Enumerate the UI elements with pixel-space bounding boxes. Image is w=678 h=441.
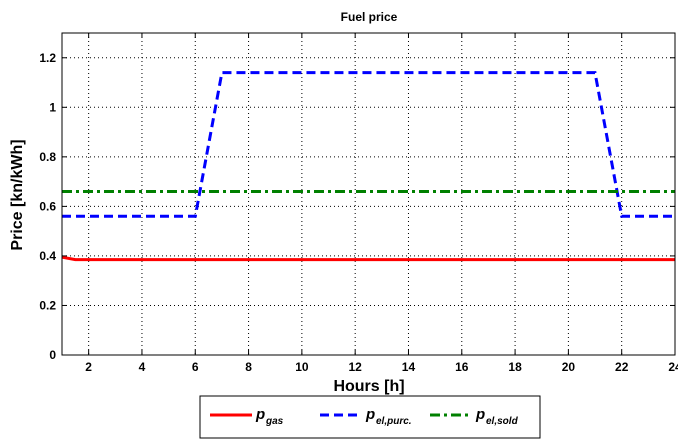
plot-area <box>62 33 675 355</box>
x-tick-label: 10 <box>295 360 309 374</box>
x-axis-title: Hours [h] <box>333 378 404 395</box>
legend-label: p <box>255 406 265 423</box>
y-tick-label: 0.8 <box>39 150 56 164</box>
x-tick-label: 18 <box>508 360 522 374</box>
y-tick-label: 1 <box>49 100 56 114</box>
legend-sublabel: el,purc. <box>376 416 412 427</box>
y-tick-label: 0.2 <box>39 298 56 312</box>
y-tick-label: 0.6 <box>39 199 56 213</box>
legend-box <box>199 395 541 439</box>
y-axis-title: Price [kn/kWh] <box>9 139 26 250</box>
x-tick-label: 2 <box>85 360 92 374</box>
x-tick-label: 16 <box>455 360 469 374</box>
x-axis: 24681012141618202224 <box>85 33 678 374</box>
legend: p gas p el,purc. p el,sold <box>199 395 541 439</box>
chart-title: Fuel price <box>341 10 398 24</box>
legend-label: p <box>365 406 375 423</box>
x-tick-label: 24 <box>668 360 678 374</box>
series-layer <box>61 71 675 262</box>
x-tick-label: 22 <box>615 360 629 374</box>
x-tick-label: 8 <box>245 360 252 374</box>
y-axis: 0 0.2 0.4 0.6 0.8 1 1.2 <box>39 51 675 362</box>
series-line-1 <box>62 71 675 218</box>
grid-lines <box>62 33 676 356</box>
x-tick-label: 6 <box>192 360 199 374</box>
y-tick-label: 0.4 <box>39 249 56 263</box>
y-tick-label: 1.2 <box>39 51 56 65</box>
legend-label: p <box>475 406 485 423</box>
x-tick-label: 12 <box>348 360 362 374</box>
legend-sublabel: gas <box>265 416 284 427</box>
y-tick-label: 0 <box>49 348 56 362</box>
x-tick-label: 14 <box>402 360 416 374</box>
series-line-0 <box>61 255 675 262</box>
x-tick-label: 20 <box>562 360 576 374</box>
plot-frame <box>61 32 676 356</box>
legend-sublabel: el,sold <box>486 416 519 427</box>
x-tick-label: 4 <box>139 360 146 374</box>
